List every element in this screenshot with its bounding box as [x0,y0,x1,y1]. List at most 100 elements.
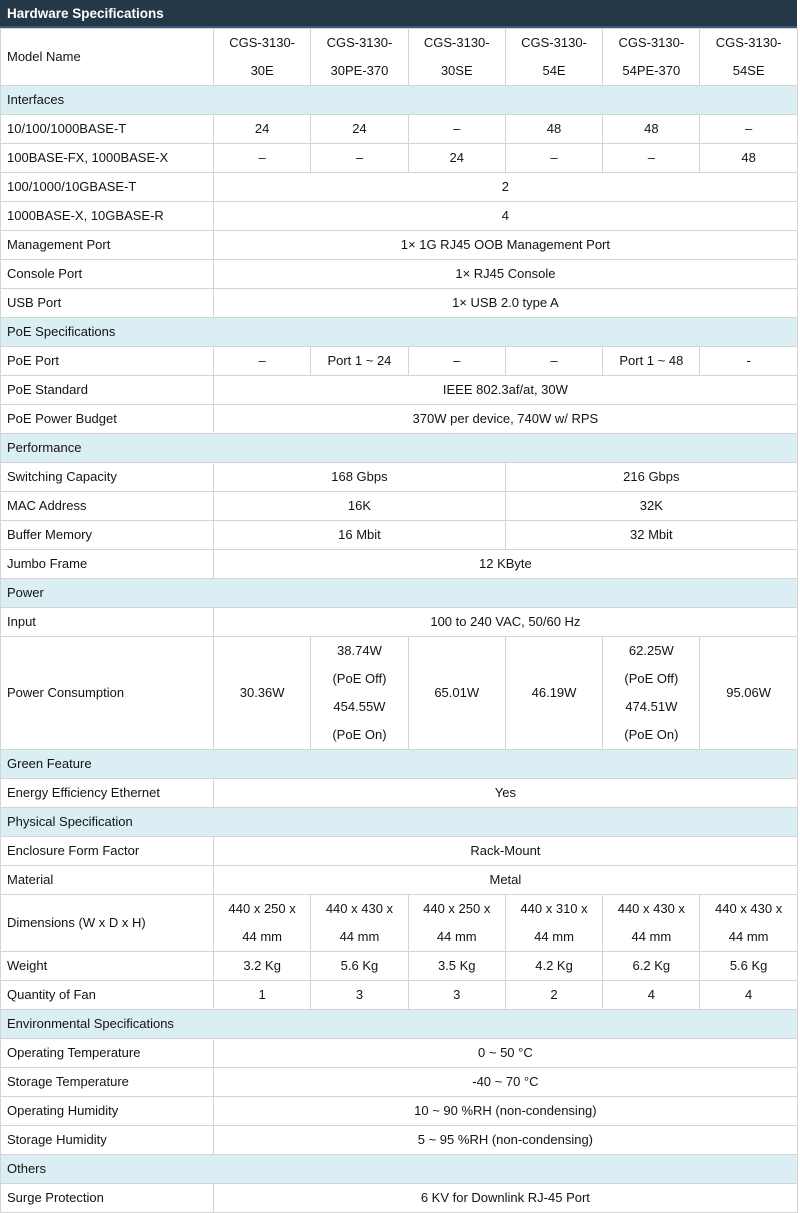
spec-cell: 24 [310,114,409,144]
spec-row: PoE Standard IEEE 802.3af/at, 30W [0,375,798,405]
row-label: Jumbo Frame [0,549,214,579]
spec-cell: 32 Mbit [504,520,798,550]
spec-cell: 100 to 240 VAC, 50/60 Hz [213,607,798,637]
spec-cell: CGS-3130- 54E [504,28,604,86]
spec-cell: 62.25W (PoE Off) 474.51W (PoE On) [602,636,701,750]
spec-cell: – [504,143,604,173]
spec-cell: 440 x 430 x 44 mm [602,894,701,952]
spec-row: Enclosure Form Factor Rack-Mount [0,836,798,866]
spec-row: Model Name CGS-3130- 30E CGS-3130- 30PE-37… [0,28,798,86]
spec-cell: 24 [212,114,312,144]
row-label: Storage Humidity [0,1125,214,1155]
spec-cell: 65.01W [407,636,506,750]
section-header: Green Feature [0,749,798,779]
spec-cell: – [504,346,604,376]
spec-cell: 440 x 430 x 44 mm [699,894,798,952]
spec-cell: 12 KByte [213,549,798,579]
spec-cell: 216 Gbps [504,462,798,492]
spec-cell: – [699,114,798,144]
hardware-spec-table: Model Name CGS-3130- 30E CGS-3130- 30PE-37… [0,28,798,1213]
spec-cell: 32K [504,491,798,521]
spec-cell: 5 ~ 95 %RH (non-condensing) [213,1125,798,1155]
spec-row: Quantity of Fan 1 3 3 2 4 4 [0,980,798,1010]
spec-cell: 3.5 Kg [407,951,506,981]
spec-cell: 3.2 Kg [212,951,312,981]
spec-row: Storage Humidity 5 ~ 95 %RH (non-condensi… [0,1125,798,1155]
spec-cell: 1× RJ45 Console [213,259,798,289]
row-label: PoE Power Budget [0,404,214,434]
spec-cell: CGS-3130- 54SE [699,28,798,86]
row-label: MAC Address [0,491,214,521]
spec-cell: – [407,114,506,144]
spec-row: Energy Efficiency Ethernet Yes [0,778,798,808]
spec-cell: – [310,143,409,173]
spec-cell: 4 [699,980,798,1010]
spec-cell: 1 [212,980,312,1010]
spec-cell: CGS-3130- 54PE-370 [602,28,701,86]
spec-cell: Port 1 ~ 48 [602,346,701,376]
section-row: Performance [0,433,798,463]
section-header: Interfaces [0,85,798,115]
spec-row: 10/100/1000BASE-T 24 24–48 48– [0,114,798,144]
row-label: 100BASE-FX, 1000BASE-X [0,143,214,173]
spec-cell: 6 KV for Downlink RJ-45 Port [213,1183,798,1213]
spec-row: 100/1000/10GBASE-T 2 [0,172,798,202]
spec-cell: IEEE 802.3af/at, 30W [213,375,798,405]
spec-cell: 2 [213,172,798,202]
spec-cell: – [212,143,312,173]
spec-cell: Rack-Mount [213,836,798,866]
spec-cell: 440 x 430 x 44 mm [310,894,409,952]
spec-cell: 2 [504,980,604,1010]
spec-row: Operating Temperature 0 ~ 50 °C [0,1038,798,1068]
spec-row: 100BASE-FX, 1000BASE-X – –24– –48 [0,143,798,173]
spec-cell: 38.74W (PoE Off) 454.55W (PoE On) [310,636,409,750]
row-label: Management Port [0,230,214,260]
row-label: Console Port [0,259,214,289]
row-label: Model Name [0,28,214,86]
section-header: Others [0,1154,798,1184]
row-label: Energy Efficiency Ethernet [0,778,214,808]
section-header: Power [0,578,798,608]
spec-cell: 0 ~ 50 °C [213,1038,798,1068]
row-label: Power Consumption [0,636,214,750]
spec-row: Jumbo Frame 12 KByte [0,549,798,579]
section-row: PoE Specifications [0,317,798,347]
section-row: Power [0,578,798,608]
row-label: Operating Humidity [0,1096,214,1126]
section-row: Green Feature [0,749,798,779]
spec-cell: – [212,346,312,376]
row-label: Material [0,865,214,895]
spec-cell: – [602,143,701,173]
spec-cell: CGS-3130- 30PE-370 [310,28,409,86]
section-header: Physical Specification [0,807,798,837]
row-label: 1000BASE-X, 10GBASE-R [0,201,214,231]
spec-cell: Yes [213,778,798,808]
row-label: Input [0,607,214,637]
section-header: PoE Specifications [0,317,798,347]
spec-cell: 16K [213,491,506,521]
spec-row: PoE Power Budget 370W per device, 740W w/… [0,404,798,434]
spec-cell: 4.2 Kg [504,951,604,981]
spec-cell: 370W per device, 740W w/ RPS [213,404,798,434]
page-title: Hardware Specifications [0,0,797,28]
spec-row: Weight 3.2 Kg 5.6 Kg 3.5 Kg 4.2 Kg 6.2 Kg 5.6 … [0,951,798,981]
spec-cell: - [699,346,798,376]
spec-cell: -40 ~ 70 °C [213,1067,798,1097]
spec-row: Material Metal [0,865,798,895]
spec-cell: 6.2 Kg [602,951,701,981]
spec-cell: 46.19W [504,636,604,750]
spec-cell: 48 [504,114,604,144]
row-label: Buffer Memory [0,520,214,550]
spec-cell: – [407,346,506,376]
spec-cell: 10 ~ 90 %RH (non-condensing) [213,1096,798,1126]
spec-cell: 48 [602,114,701,144]
spec-row: 1000BASE-X, 10GBASE-R 4 [0,201,798,231]
spec-cell: 3 [407,980,506,1010]
spec-row: Surge Protection 6 KV for Downlink RJ-45 … [0,1183,798,1213]
row-label: Storage Temperature [0,1067,214,1097]
spec-cell: 5.6 Kg [699,951,798,981]
spec-row: MAC Address 16K 32K [0,491,798,521]
row-label: Operating Temperature [0,1038,214,1068]
spec-cell: 48 [699,143,798,173]
spec-cell: 440 x 250 x 44 mm [212,894,312,952]
